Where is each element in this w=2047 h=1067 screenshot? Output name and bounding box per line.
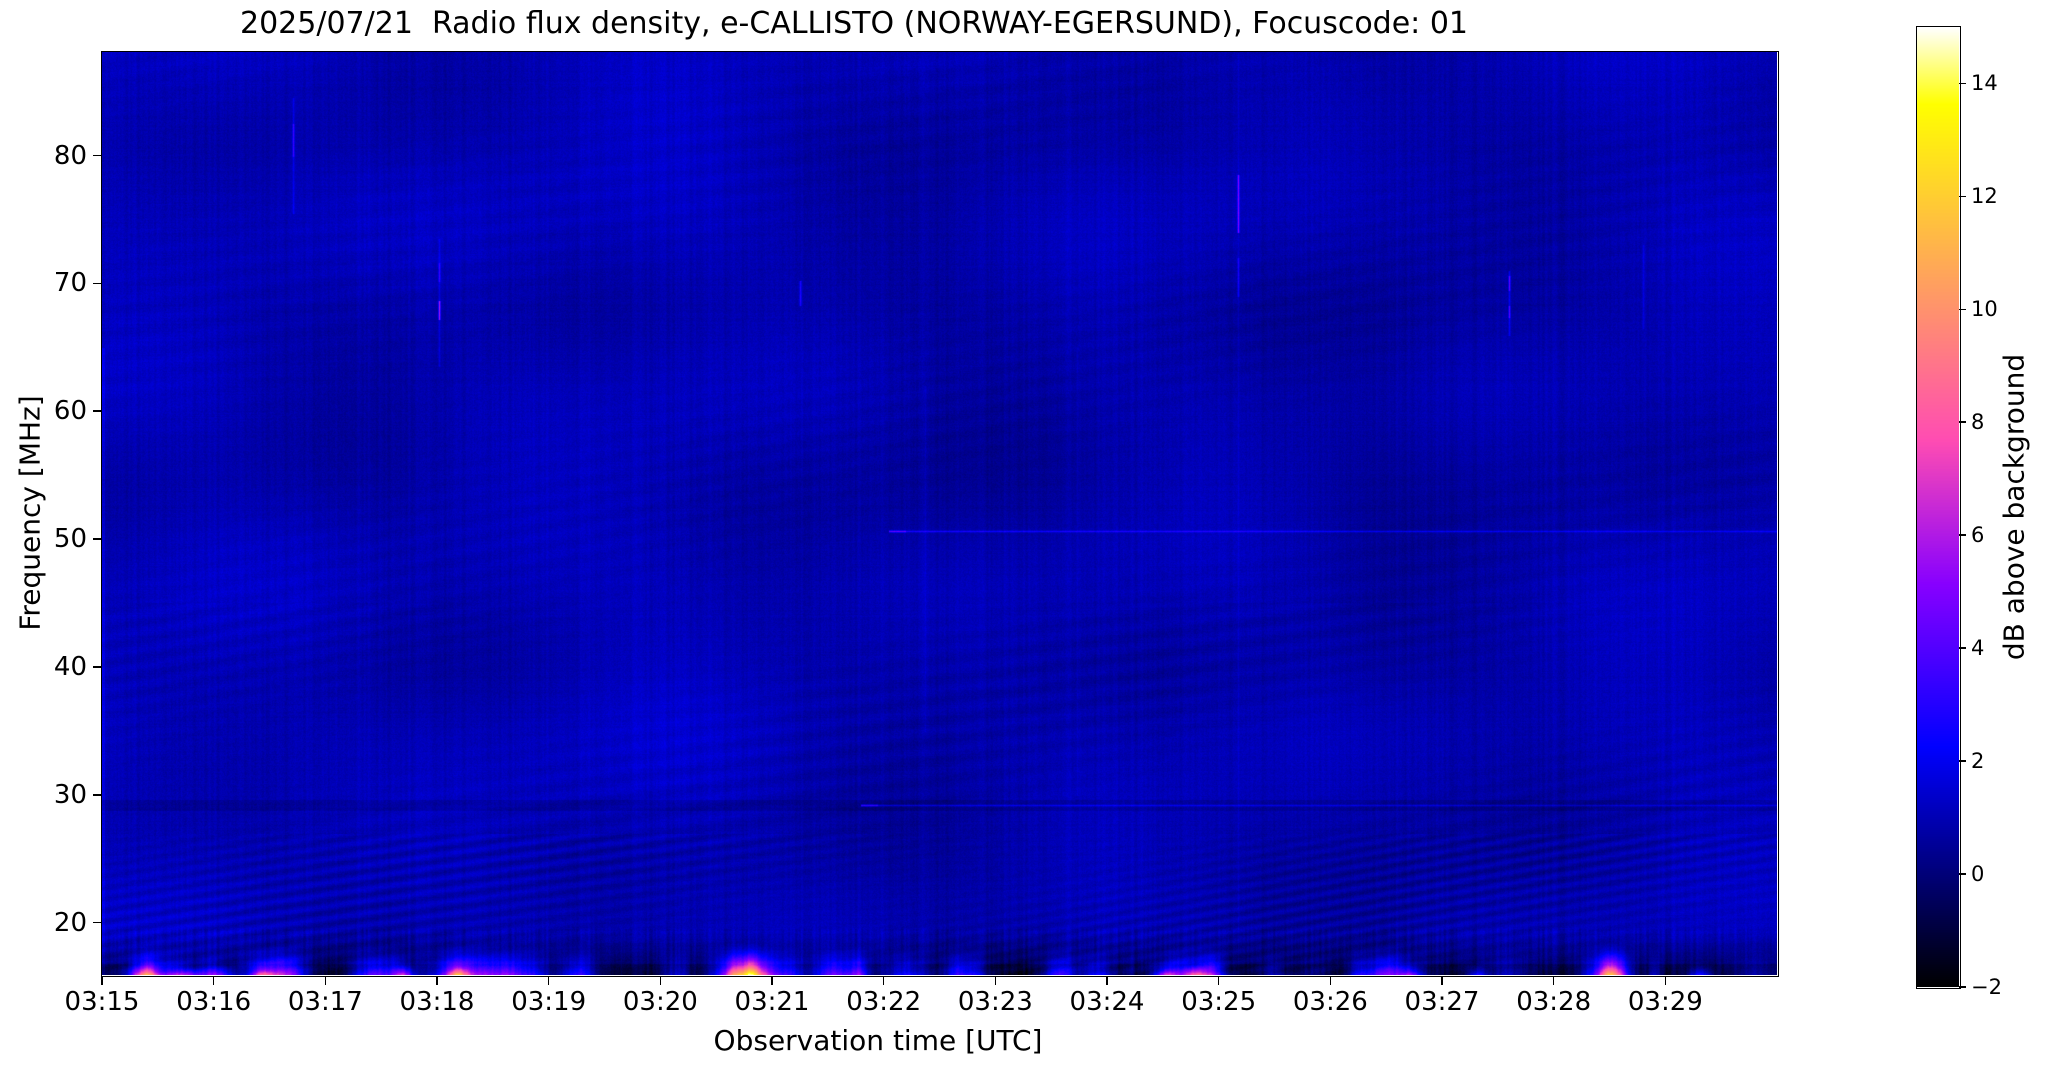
x-tick-mark [436, 976, 438, 985]
x-tick-label: 03:21 [734, 987, 810, 1017]
x-tick-label: 03:27 [1404, 987, 1480, 1017]
x-tick-mark [882, 976, 885, 985]
x-tick-label: 03:19 [511, 987, 587, 1017]
colorbar-gradient [1917, 27, 1959, 987]
x-tick-label: 03:26 [1292, 987, 1368, 1017]
x-tick-label: 03:18 [399, 987, 475, 1017]
colorbar-tick-label: −2 [1971, 975, 2002, 999]
y-tick-label: 70 [53, 268, 87, 299]
colorbar-tick-label: 12 [1971, 184, 1998, 209]
y-tick-label: 40 [53, 651, 87, 682]
y-tick-mark [93, 538, 102, 540]
colorbar-tick-mark [1959, 760, 1966, 762]
x-tick-mark [1106, 976, 1108, 985]
colorbar-tick-mark [1959, 82, 1966, 85]
x-tick-label: 03:29 [1627, 987, 1703, 1017]
colorbar-tick-label: 14 [1971, 71, 1998, 96]
x-tick-label: 03:25 [1181, 987, 1257, 1017]
spectrogram-image [102, 52, 1777, 975]
x-tick-label: 03:22 [846, 987, 922, 1017]
y-tick-mark [93, 154, 102, 157]
colorbar-tick-mark [1959, 308, 1966, 311]
colorbar-tick-mark [1959, 986, 1966, 988]
x-tick-mark [1552, 976, 1555, 985]
x-tick-label: 03:15 [64, 987, 140, 1017]
y-tick-label: 20 [53, 907, 87, 938]
y-tick-mark [93, 282, 102, 285]
y-tick-mark [93, 410, 102, 413]
x-tick-mark [771, 976, 773, 985]
y-axis-label: Frequency [MHz] [13, 395, 47, 631]
y-tick-label: 30 [53, 779, 87, 810]
x-tick-mark [1329, 976, 1332, 985]
x-tick-label: 03:16 [176, 987, 252, 1017]
x-tick-mark [1217, 976, 1220, 985]
x-tick-mark [1441, 976, 1443, 985]
colorbar-tick-label: 4 [1971, 636, 1985, 661]
x-tick-label: 03:24 [1069, 987, 1145, 1017]
x-tick-label: 03:20 [622, 987, 698, 1017]
y-tick-mark [93, 666, 102, 668]
y-tick-label: 60 [53, 396, 87, 427]
y-tick-mark [93, 793, 102, 796]
x-axis-label: Observation time [UTC] [713, 1024, 1043, 1057]
x-tick-mark [1664, 976, 1667, 985]
x-tick-mark [324, 976, 327, 985]
x-tick-mark [212, 976, 215, 985]
y-tick-label: 50 [53, 524, 87, 555]
x-tick-mark [547, 976, 550, 985]
colorbar-tick-mark [1959, 647, 1966, 649]
x-tick-label: 03:28 [1516, 987, 1592, 1017]
x-tick-mark [101, 976, 103, 985]
colorbar-tick-mark [1959, 534, 1966, 537]
chart-title: 2025/07/21 Radio flux density, e-CALLIST… [240, 6, 1468, 41]
colorbar-tick-label: 2 [1971, 749, 1985, 774]
colorbar-tick-label: 6 [1971, 523, 1985, 548]
colorbar-tick-mark [1959, 873, 1966, 875]
y-tick-mark [93, 921, 102, 924]
x-tick-label: 03:17 [287, 987, 363, 1017]
y-tick-label: 80 [53, 140, 87, 171]
colorbar-tick-label: 8 [1971, 410, 1985, 435]
colorbar-tick-label: 10 [1971, 297, 1998, 322]
colorbar-tick-label: 0 [1971, 862, 1985, 887]
x-tick-mark [994, 976, 997, 985]
x-tick-mark [659, 976, 662, 985]
colorbar-tick-mark [1959, 421, 1966, 424]
colorbar-tick-mark [1959, 195, 1966, 198]
colorbar-label: dB above background [1997, 353, 2031, 661]
x-tick-label: 03:23 [957, 987, 1033, 1017]
